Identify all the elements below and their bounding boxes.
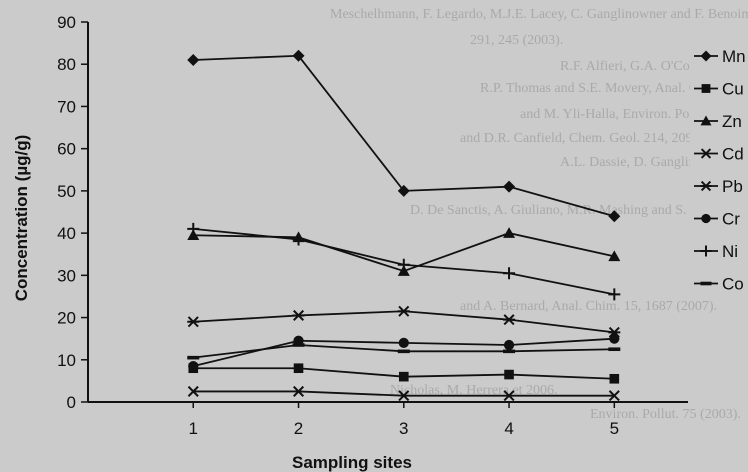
data-point-xbar [700, 180, 712, 192]
legend-item-zn: Zn [694, 112, 742, 131]
chart-axes: 0 10 20 30 40 50 60 70 80 90 1 2 3 4 5 [57, 13, 688, 438]
data-point-triangle [503, 227, 516, 238]
data-point-circle [188, 361, 199, 372]
legend-item-co: Co [694, 275, 744, 294]
legend-label: Cu [722, 80, 744, 99]
data-point-dash [292, 343, 305, 347]
background-text-line: R.P. Thomas and S.E. Movery, Anal. Chim.… [480, 81, 748, 96]
data-point-diamond [503, 180, 516, 193]
data-point-x [398, 390, 410, 402]
x-tick-label: 3 [399, 419, 408, 438]
y-tick-label: 0 [67, 393, 76, 412]
legend-item-cd: Cd [694, 145, 744, 164]
data-point-xbar [187, 316, 200, 328]
y-axis-title: Concentration (µg/g) [12, 135, 31, 302]
legend-item-cu: Cu [694, 80, 744, 99]
series-cd [187, 385, 620, 402]
y-tick-label: 50 [57, 182, 76, 201]
legend-label: Co [722, 275, 744, 294]
x-tick-label: 4 [504, 419, 513, 438]
series-line-pb [193, 310, 615, 334]
legend-label: Cr [722, 210, 740, 229]
background-text-line: Meschelhmann, F. Legardo, M.J.E. Lacey, … [330, 7, 748, 22]
background-text-line: and A. Bernard, Anal. Chim. 15, 1687 (20… [460, 299, 718, 314]
series-cu [188, 363, 620, 384]
background-text-line: Environ. Pollut. 75 (2003). [590, 407, 741, 422]
data-point-triangle [608, 250, 621, 262]
data-point-dash [503, 349, 516, 354]
data-point-dash [187, 355, 200, 360]
data-point-square [701, 84, 711, 93]
legend-label: Mn [722, 47, 746, 66]
data-point-diamond [187, 54, 200, 66]
data-point-x [503, 390, 515, 402]
y-tick-label: 90 [57, 13, 76, 32]
data-point-diamond [292, 49, 305, 62]
y-tick-label: 40 [57, 224, 76, 243]
data-point-square [398, 371, 409, 382]
y-tick-label: 20 [57, 309, 76, 328]
data-point-circle [398, 337, 409, 348]
data-point-dash [700, 281, 712, 286]
data-point-plus [503, 267, 516, 280]
data-point-dash [397, 349, 410, 354]
data-point-square [609, 373, 620, 384]
series-ni [187, 222, 621, 301]
background-text-line: D. De Sanctis, A. Giuliano, M.R. Mashing… [410, 203, 748, 218]
data-point-diamond [397, 184, 410, 197]
data-point-plus [292, 233, 305, 246]
data-point-xbar [292, 309, 305, 321]
legend-item-mn: Mn [694, 47, 746, 66]
data-point-square [293, 363, 304, 374]
chart-series [187, 49, 621, 402]
series-pb [187, 305, 621, 338]
legend-item-ni: Ni [694, 242, 738, 261]
data-point-plus [700, 245, 712, 257]
y-tick-label: 10 [57, 351, 76, 370]
y-tick-label: 60 [57, 140, 76, 159]
chart-legend: Mn Cu Zn Cd Pb Cr Ni Co [690, 34, 748, 300]
series-mn [187, 49, 621, 223]
data-point-circle [609, 333, 620, 344]
background-text-line: 291, 245 (2003). [470, 33, 564, 48]
x-tick-label: 2 [294, 419, 303, 438]
data-point-square [504, 369, 514, 380]
x-tick-label: 5 [610, 419, 619, 438]
y-tick-label: 70 [57, 97, 76, 116]
data-point-circle [503, 339, 515, 351]
series-co [187, 343, 621, 360]
data-point-diamond [700, 50, 712, 62]
data-point-triangle [700, 115, 712, 126]
legend-label: Pb [722, 177, 743, 196]
data-point-plus [608, 288, 621, 301]
data-point-x [608, 390, 620, 402]
background-text-line: and D.R. Canfield, Chem. Geol. 214, 209 … [460, 131, 737, 146]
legend-background [690, 34, 748, 300]
data-point-dash [608, 347, 621, 352]
data-point-circle [701, 213, 711, 224]
legend-item-cr: Cr [694, 210, 740, 229]
x-tick-label: 1 [189, 419, 198, 438]
data-point-x [187, 385, 199, 397]
data-point-xbar [503, 314, 516, 326]
legend-label: Zn [722, 112, 742, 131]
data-point-x [700, 148, 712, 159]
data-point-plus [187, 222, 200, 235]
data-point-x [293, 385, 305, 397]
legend-label: Cd [722, 145, 744, 164]
data-point-xbar [397, 305, 410, 317]
data-point-plus [397, 258, 410, 271]
x-axis-title: Sampling sites [292, 453, 412, 472]
y-tick-label: 30 [57, 266, 76, 285]
y-tick-label: 80 [57, 55, 76, 74]
background-text-line: Nicholas, M. Herrera et 2006. [390, 383, 558, 398]
legend-item-pb: Pb [694, 177, 743, 196]
data-point-diamond [608, 210, 621, 223]
legend-label: Ni [722, 242, 738, 261]
